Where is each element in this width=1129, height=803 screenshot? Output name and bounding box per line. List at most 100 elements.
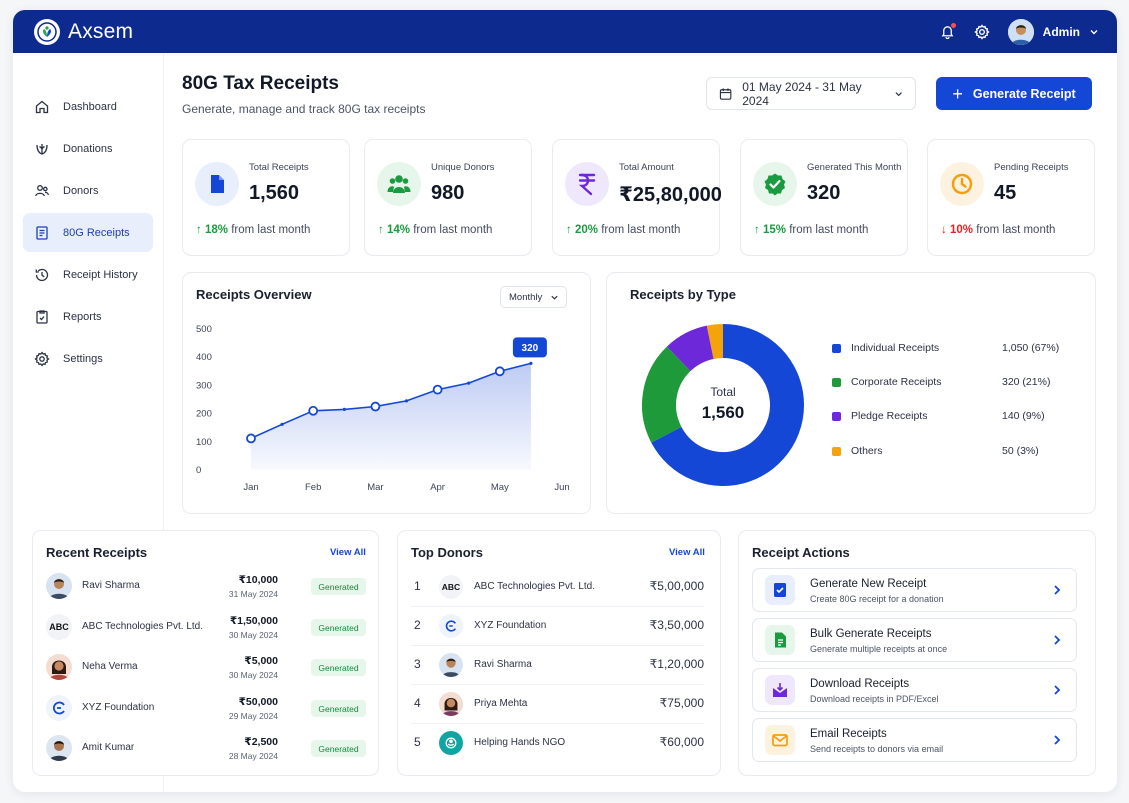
receipt-amount: ₹2,500 [244, 736, 278, 748]
status-badge: Generated [311, 740, 366, 757]
user-menu[interactable]: Admin [1007, 18, 1099, 45]
receipt-date: 30 May 2024 [228, 630, 278, 640]
avatar [46, 654, 72, 680]
donut-total-label: Total [710, 385, 736, 399]
axsem-logo-icon [34, 18, 60, 45]
receipt-donor-name: XYZ Foundation [82, 702, 155, 713]
receipts-line-chart: 0 100 200 300 400 500 Jan Feb Mar Apr May Jun 320 [196, 324, 570, 493]
avatar [1007, 18, 1034, 45]
data-point[interactable] [494, 366, 505, 377]
chevron-right-icon [1054, 685, 1061, 695]
bulk-file-icon [765, 625, 795, 655]
donor-rank: 1 [414, 579, 421, 593]
donut-slice-pledge-receipts[interactable] [666, 325, 715, 372]
gear-icon[interactable] [972, 22, 992, 42]
list-item[interactable]: XYZ Foundation ₹50,000 29 May 2024 Gener… [46, 689, 366, 729]
view-all-link[interactable]: View All [330, 547, 366, 558]
data-point [404, 399, 409, 403]
main-content: 80G Tax Receipts Generate, manage and tr… [164, 53, 1117, 792]
page-title: 80G Tax Receipts [182, 73, 340, 94]
data-point[interactable] [370, 401, 381, 412]
donor-rank: 2 [414, 618, 421, 632]
users-icon [377, 162, 421, 206]
sidebar-item-dashboard[interactable]: Dashboard [23, 87, 153, 126]
table-row[interactable]: 2 XYZ Foundation ₹3,50,000 [411, 607, 704, 646]
donor-name: ABC Technologies Pvt. Ltd. [474, 581, 595, 592]
stat-card-total-amount: Total Amount ₹25,80,000 ↑ 20% from last … [552, 139, 722, 256]
data-point [342, 407, 346, 411]
highlight-value: 320 [522, 343, 539, 354]
receipt-donor-name: Amit Kumar [82, 742, 135, 753]
legend-swatch [832, 343, 841, 353]
bell-icon[interactable] [938, 22, 958, 42]
action-title: Download Receipts [810, 678, 910, 690]
sidebar-item-label: 80G Receipts [63, 226, 130, 239]
sidebar-item-label: Receipt History [63, 268, 138, 281]
bulk-generate-receipts-action[interactable]: Bulk Generate Receipts Generate multiple… [752, 618, 1077, 662]
donor-amount: ₹60,000 [659, 735, 704, 749]
avatar [46, 735, 72, 761]
card-title: Receipts Overview [196, 287, 312, 302]
table-row[interactable]: 4 Priya Mehta ₹75,000 [411, 685, 704, 724]
donor-amount: ₹1,20,000 [649, 657, 704, 671]
chevron-right-icon [1054, 635, 1061, 645]
list-item[interactable]: ABC ABC Technologies Pvt. Ltd. ₹1,50,000… [46, 608, 366, 648]
table-row[interactable]: 5 Helping Hands NGO ₹60,000 [411, 724, 704, 763]
sidebar-item-80g-receipts[interactable]: 80G Receipts [23, 213, 153, 252]
view-all-link[interactable]: View All [669, 547, 705, 558]
action-subtitle: Send receipts to donors via email [810, 744, 944, 754]
notification-dot [950, 22, 956, 28]
status-badge: Generated [311, 619, 366, 636]
sidebar-item-donations[interactable]: Donations [23, 129, 153, 168]
generate-new-receipt-action[interactable]: Generate New Receipt Create 80G receipt … [752, 568, 1077, 612]
download-receipts-action[interactable]: Download Receipts Download receipts in P… [752, 668, 1077, 712]
status-badge: Generated [311, 578, 366, 595]
date-range-picker[interactable]: 01 May 2024 - 31 May 2024 [706, 77, 916, 110]
chevron-down-icon [1090, 29, 1098, 34]
arrow-up-icon: ↑ [566, 224, 575, 236]
donut-slice-others[interactable] [706, 323, 724, 360]
table-row[interactable]: 1 ABC ABC Technologies Pvt. Ltd. ₹5,00,0… [411, 568, 704, 607]
data-point[interactable] [308, 405, 319, 416]
receipt-add-icon [765, 575, 795, 605]
table-row[interactable]: 3 Ravi Sharma ₹1,20,000 [411, 646, 704, 685]
generate-receipt-button[interactable]: + Generate Receipt [936, 77, 1092, 110]
y-tick-label: 300 [196, 380, 212, 391]
arrow-down-icon: ↓ [941, 224, 950, 236]
donut-slice-corporate-receipts[interactable] [642, 346, 691, 443]
stat-value: 45 [994, 182, 1017, 204]
receipt-date: 29 May 2024 [228, 711, 278, 721]
brand[interactable]: Axsem [34, 18, 133, 45]
sidebar-item-receipt-history[interactable]: Receipt History [23, 255, 153, 294]
donut-slice-individual-receipts[interactable] [651, 324, 804, 486]
list-item[interactable]: Neha Verma ₹5,000 30 May 2024 Generated [46, 648, 366, 688]
x-tick-label: May [491, 482, 509, 493]
stat-label: Total Amount [619, 162, 674, 173]
sidebar-item-donors[interactable]: Donors [23, 171, 153, 210]
receipt-donor-name: Neha Verma [82, 661, 138, 672]
list-item[interactable]: Amit Kumar ₹2,500 28 May 2024 Generated [46, 729, 366, 769]
data-point[interactable] [432, 384, 443, 395]
x-tick-label: Jun [554, 482, 569, 493]
action-subtitle: Download receipts in PDF/Excel [810, 694, 939, 704]
action-title: Generate New Receipt [810, 578, 927, 590]
card-title: Receipts by Type [630, 287, 736, 302]
page-subtitle: Generate, manage and track 80G tax recei… [182, 102, 426, 116]
sidebar-item-settings[interactable]: Settings [23, 339, 153, 378]
receipt-date: 30 May 2024 [228, 670, 278, 680]
chevron-down-icon [895, 91, 902, 96]
period-select[interactable]: Monthly [500, 286, 567, 308]
list-item[interactable]: Ravi Sharma ₹10,000 31 May 2024 Generate… [46, 567, 366, 607]
stat-delta: ↓ 10% from last month [941, 224, 1056, 236]
y-tick-label: 0 [196, 465, 201, 476]
receipts-overview-card: Receipts Overview Monthly 0 100 200 300 400 5… [182, 272, 591, 514]
stat-label: Pending Receipts [994, 162, 1069, 173]
sidebar-item-reports[interactable]: Reports [23, 297, 153, 336]
avatar [439, 653, 463, 677]
receipt-amount: ₹5,000 [244, 655, 278, 667]
data-point[interactable] [246, 433, 256, 444]
sidebar-item-label: Donors [63, 184, 99, 197]
x-tick-label: Mar [367, 482, 383, 493]
legend-item: Pledge Receipts [832, 410, 927, 422]
email-receipts-action[interactable]: Email Receipts Send receipts to donors v… [752, 718, 1077, 762]
